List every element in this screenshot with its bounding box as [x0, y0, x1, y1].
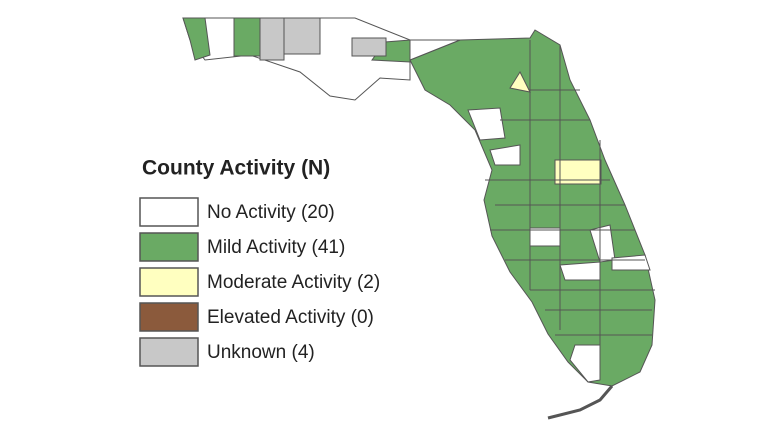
county-region: [283, 17, 321, 55]
county-region: [182, 17, 211, 61]
legend-swatch: [139, 232, 199, 262]
legend: County Activity (N) No Activity (20) Mild…: [139, 157, 380, 367]
county-borders: [485, 40, 655, 380]
county-region: [559, 261, 601, 281]
legend-label: No Activity (20): [207, 202, 335, 223]
county-region: [611, 254, 651, 271]
county-region: [529, 227, 561, 247]
county-region: [259, 17, 285, 61]
county-region: [489, 144, 521, 166]
florida-keys: [547, 385, 614, 420]
legend-swatch: [139, 267, 199, 297]
legend-label: Unknown (4): [207, 342, 315, 363]
legend-title: County Activity (N): [142, 157, 330, 180]
county-region: [509, 70, 531, 93]
legend-label: Moderate Activity (2): [207, 272, 380, 293]
county-region: [351, 37, 387, 57]
county-region: [409, 29, 656, 387]
legend-swatch: [139, 197, 199, 227]
legend-swatch: [139, 337, 199, 367]
florida-map: [182, 17, 656, 420]
legend-label: Elevated Activity (0): [207, 307, 374, 328]
county-region: [233, 17, 261, 57]
county-region: [569, 344, 601, 383]
county-region: [467, 107, 506, 141]
legend-swatch: [139, 302, 199, 332]
legend-label: Mild Activity (41): [207, 237, 345, 258]
